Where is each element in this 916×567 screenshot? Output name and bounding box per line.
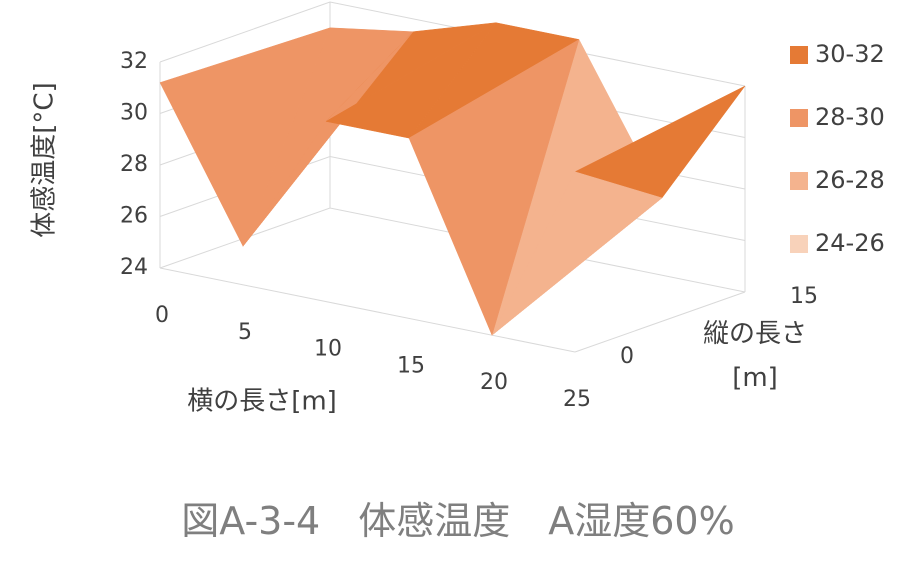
x-tick-label: 15 [397,353,425,378]
legend-swatch [790,109,808,127]
z-tick-label: 28 [120,152,148,177]
x-tick-label: 20 [480,370,508,395]
z-tick-label: 32 [120,49,148,74]
x-tick-label: 5 [238,320,252,345]
caption: 図A-3-4 体感温度 A湿度60% [181,499,735,543]
surface-facet [491,171,663,336]
surface-facet [242,31,414,247]
legend-swatch [790,235,808,253]
legend-label: 30-32 [815,40,885,68]
legend-swatch [790,172,808,190]
z-tick-label: 24 [120,255,148,280]
z-axis-label: 体感温度[°C] [30,82,60,237]
chart: 体感温度[°C] 横の長さ[m] 24 26 28 30 32 0 5 10 15 20 25 0 15… [30,1,885,417]
axis-line [574,291,746,353]
x-tick-label: 0 [155,303,169,328]
legend-swatch [790,46,808,64]
legend-label: 28-30 [815,103,885,131]
z-tick-label: 26 [120,204,148,229]
surface-facet [408,38,580,336]
surface-facet [159,27,331,247]
x-tick-label: 25 [563,387,591,412]
legend-label: 26-28 [815,166,885,194]
surface-facet [325,22,497,139]
legend-label: 24-26 [815,229,885,257]
depth-tick-label: 0 [620,344,634,369]
x-tick-label: 10 [314,337,342,362]
depth-axis-label: 縦の長さ [m] [702,319,807,393]
z-tick-label: 30 [120,101,148,126]
depth-tick-label: 15 [790,284,818,309]
axis-line [159,267,576,353]
x-axis-label: 横の長さ[m] [187,387,337,417]
